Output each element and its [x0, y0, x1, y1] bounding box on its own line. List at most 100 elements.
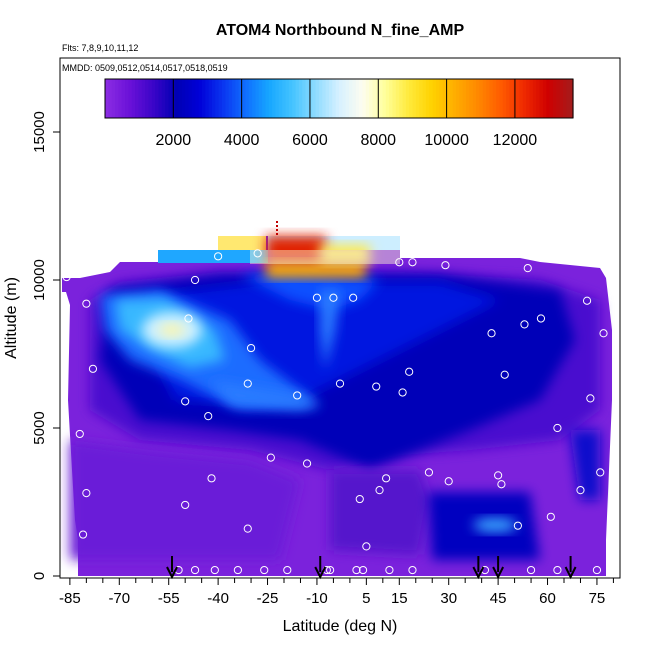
colorbar-segment — [272, 79, 277, 118]
y-tick-label: 0 — [31, 572, 48, 580]
sample-point — [487, 329, 496, 338]
sample-point — [494, 471, 503, 480]
x-axis: -85 -70 -55 -40 -25 -10 5 15 30 45 60 75 — [59, 578, 614, 607]
sample-point — [233, 565, 242, 575]
sample-point — [190, 565, 200, 575]
colorbar-segment — [325, 79, 330, 118]
flight-arrow-head — [472, 566, 485, 580]
sample-point — [181, 397, 190, 406]
plot-frame — [59, 57, 621, 579]
colorbar-segment — [355, 79, 360, 118]
sample-point — [335, 379, 345, 388]
colorbar-segment — [275, 79, 280, 118]
sample-point — [444, 477, 453, 486]
colorbar-segment — [125, 79, 129, 118]
colorbar-segment — [412, 79, 417, 118]
field-cap-yellow-right — [320, 245, 370, 263]
colorbar-segment — [415, 79, 420, 118]
x-tick-label: 5 — [362, 590, 370, 607]
colorbar-segment — [302, 79, 307, 118]
x-tick-label: 75 — [589, 590, 606, 607]
sample-point — [543, 249, 552, 258]
sample-point — [592, 565, 602, 575]
colorbar-segment — [522, 79, 527, 118]
sample-point — [375, 486, 384, 495]
sample-point — [75, 429, 84, 439]
sample-point — [497, 480, 506, 489]
colorbar-segment — [121, 79, 126, 118]
colorbar-segment — [476, 79, 480, 118]
sample-point — [609, 293, 618, 302]
sample-point — [372, 382, 381, 391]
sample-point — [546, 512, 555, 521]
colorbar-frame — [104, 78, 574, 119]
colorbar-segment — [255, 79, 260, 118]
field-upper-blue — [240, 272, 380, 310]
colorbar-segment — [435, 79, 440, 118]
colorbar-segment — [265, 79, 270, 118]
sample-point — [395, 258, 404, 267]
colorbar-segment — [395, 79, 400, 118]
colorbar-segment — [225, 79, 230, 118]
sample-point — [398, 388, 407, 397]
colorbar-segment — [375, 79, 380, 118]
sample-point — [246, 343, 256, 353]
colorbar-segment — [111, 79, 116, 118]
colorbar-segment — [205, 79, 210, 118]
colorbar-segment — [479, 79, 484, 118]
colorbar-segment — [519, 79, 524, 118]
colorbar-segment — [128, 79, 133, 118]
colorbar-segment — [352, 79, 357, 118]
colorbar-segment — [151, 79, 156, 118]
colorbar-segment — [409, 79, 414, 118]
colorbar-segment — [456, 79, 460, 118]
colorbar-segment — [258, 79, 263, 118]
flight-arrow-head — [314, 566, 327, 580]
y-axis: 0 5000 10000 15000 — [31, 111, 60, 580]
colorbar-segment — [115, 79, 119, 118]
sample-point — [302, 459, 312, 468]
flight-arrows — [166, 556, 577, 580]
sample-point — [553, 423, 562, 433]
sample-point — [566, 252, 575, 261]
colorbar-segment — [232, 79, 236, 118]
colorbar-segment — [282, 79, 287, 118]
x-tick-label: -70 — [108, 590, 130, 607]
colorbar-segment — [552, 79, 557, 118]
colorbar-segment — [175, 79, 180, 118]
sample-point — [190, 275, 200, 285]
colorbar-segment — [118, 79, 123, 118]
sample-point — [355, 494, 364, 504]
colorbar-segment — [171, 79, 176, 118]
colorbar-segment — [211, 79, 216, 118]
colorbar-segment — [452, 79, 457, 118]
sample-point — [349, 293, 358, 302]
heatmap-field — [62, 221, 612, 576]
colorbar-tick-label: 10000 — [424, 132, 469, 149]
sample-point — [266, 453, 275, 462]
colorbar-segment — [526, 79, 531, 118]
sample-point — [88, 364, 98, 373]
colorbar-segment — [399, 79, 404, 118]
colorbar-segment — [539, 79, 544, 118]
colorbar-segment — [305, 79, 310, 118]
colorbar-segment — [335, 79, 340, 118]
sample-point — [181, 500, 190, 510]
colorbar-segment — [285, 79, 290, 118]
sample-point — [599, 329, 608, 338]
colorbar-segment — [242, 79, 246, 118]
sample-point — [523, 264, 532, 273]
colorbar-segment — [191, 79, 196, 118]
sample-point — [207, 474, 216, 483]
flight-arrow-head — [166, 566, 178, 580]
colorbar-segment — [439, 79, 444, 118]
colorbar-segment — [308, 79, 313, 118]
sample-point — [586, 394, 595, 403]
colorbar-segment — [566, 79, 571, 118]
colorbar-segment — [145, 79, 150, 118]
colorbar-segment — [536, 79, 541, 118]
colorbar-segment — [178, 79, 183, 118]
sample-point — [424, 468, 434, 477]
colorbar-segment — [349, 79, 353, 118]
